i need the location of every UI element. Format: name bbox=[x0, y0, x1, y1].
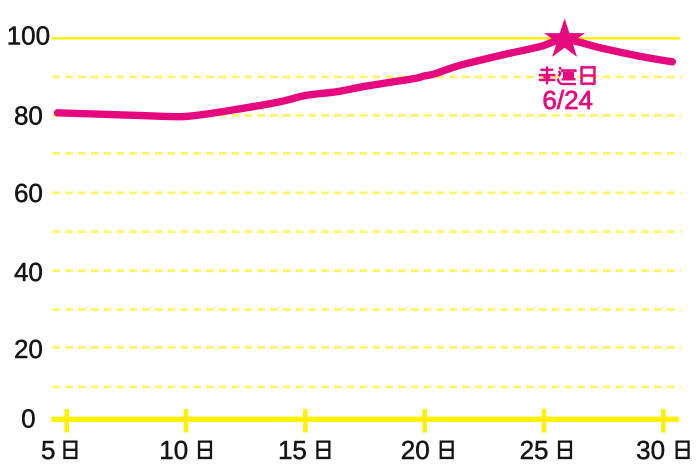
svg-text:25: 25 bbox=[520, 435, 549, 465]
svg-text:5: 5 bbox=[41, 435, 55, 465]
svg-text:6/24: 6/24 bbox=[542, 85, 593, 115]
svg-text:30: 30 bbox=[636, 435, 665, 465]
svg-text:0: 0 bbox=[21, 404, 35, 434]
svg-text:15: 15 bbox=[278, 435, 307, 465]
svg-text:80: 80 bbox=[14, 101, 43, 131]
svg-text:20: 20 bbox=[14, 334, 43, 364]
svg-text:10: 10 bbox=[159, 435, 188, 465]
svg-text:20: 20 bbox=[401, 435, 430, 465]
svg-text:40: 40 bbox=[14, 257, 43, 287]
svg-text:60: 60 bbox=[14, 178, 43, 208]
svg-text:100: 100 bbox=[7, 21, 50, 51]
